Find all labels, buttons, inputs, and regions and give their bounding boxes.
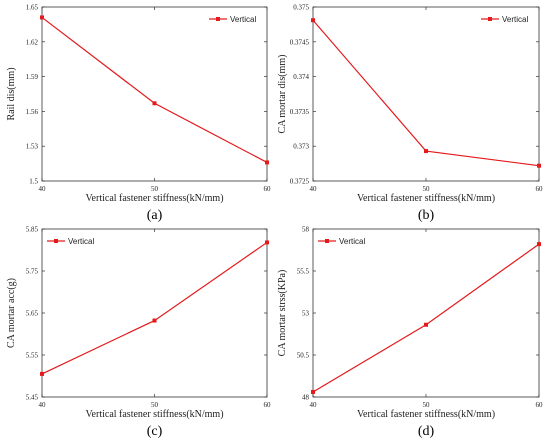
y-tick-label: 1.56 xyxy=(26,108,39,116)
data-point-marker xyxy=(152,318,157,323)
data-point-marker xyxy=(311,18,315,23)
x-tick-label: 60 xyxy=(536,185,544,193)
y-tick-label: 0.374 xyxy=(293,73,309,81)
y-tick-label: 0.3745 xyxy=(290,38,310,46)
y-tick-label: 0.375 xyxy=(293,4,309,12)
data-point-marker xyxy=(265,160,269,165)
x-tick-label: 60 xyxy=(264,401,272,409)
y-tick-label: 1.62 xyxy=(26,38,39,46)
legend-marker xyxy=(325,239,329,243)
y-tick-label: 55.5 xyxy=(297,268,310,276)
y-tick-label: 5.65 xyxy=(26,310,39,318)
y-tick-label: 50.5 xyxy=(297,352,310,360)
data-point-marker xyxy=(424,322,428,327)
x-tick-label: 40 xyxy=(39,185,47,193)
plot-frame xyxy=(312,6,540,182)
data-point-marker xyxy=(152,101,157,106)
chart-panel-2: 0.3725 0.373 0.3735 0.374 0.3745 0.375 40 50 60 V… xyxy=(277,4,543,224)
chart-panel-4: 48 50.5 53 55.5 58 40 50 60 Vertical fastener st… xyxy=(277,226,543,440)
x-tick-label: 50 xyxy=(151,401,159,409)
x-tick-label: 60 xyxy=(264,185,272,193)
y-tick-label: 1.59 xyxy=(26,73,39,81)
legend-label: Vertical xyxy=(502,15,528,24)
panel-label: (b) xyxy=(418,208,435,223)
y-tick-label: 0.3725 xyxy=(290,178,310,186)
y-tick-label: 0.373 xyxy=(293,143,309,151)
legend-label: Vertical xyxy=(230,15,256,24)
legend-marker xyxy=(216,17,220,21)
series-line-vertical xyxy=(312,243,540,393)
y-tick-label: 0.3735 xyxy=(290,108,310,116)
x-axis-label: Vertical fastener stiffness(kN/mm) xyxy=(85,193,223,204)
series-line-vertical xyxy=(312,19,540,167)
legend-marker xyxy=(54,239,58,243)
y-axis-label: Rail dis(mm) xyxy=(6,67,17,120)
y-tick-label: 48 xyxy=(302,394,310,402)
chart-panel-3: 5.45 5.55 5.65 5.75 5.85 40 50 60 Vertical faste… xyxy=(6,226,271,440)
plot-frame xyxy=(41,228,268,398)
data-point-marker xyxy=(40,371,44,376)
x-tick-label: 40 xyxy=(310,185,318,193)
legend-label: Vertical xyxy=(68,237,94,246)
y-tick-label: 58 xyxy=(302,226,310,234)
data-point-marker xyxy=(424,149,428,154)
x-tick-label: 60 xyxy=(536,401,544,409)
legend-marker xyxy=(488,17,492,21)
x-axis-label: Vertical fastener stiffness(kN/mm) xyxy=(357,409,495,420)
x-tick-label: 50 xyxy=(151,185,159,193)
y-axis-label: CA mortar strss(KPa) xyxy=(277,270,288,357)
data-point-marker xyxy=(537,242,541,247)
x-tick-label: 40 xyxy=(39,401,47,409)
plot-frame xyxy=(41,6,268,182)
y-tick-label: 1.5 xyxy=(29,178,38,186)
y-axis-label: CA mortar acc(g) xyxy=(6,278,17,348)
y-axis-label: CA mortar dis(mm) xyxy=(277,55,288,134)
x-axis-label: Vertical fastener stiffness(kN/mm) xyxy=(85,409,223,420)
x-tick-label: 40 xyxy=(310,401,318,409)
y-tick-label: 5.55 xyxy=(26,352,39,360)
data-point-marker xyxy=(265,240,269,245)
y-tick-label: 53 xyxy=(302,310,310,318)
series-line-vertical xyxy=(41,241,268,375)
y-tick-label: 1.65 xyxy=(26,4,39,12)
chart-panel-1: 1.5 1.53 1.56 1.59 1.62 1.65 40 50 60 Vertical fa… xyxy=(6,4,271,224)
y-tick-label: 5.75 xyxy=(26,268,39,276)
y-tick-label: 5.85 xyxy=(26,226,39,234)
y-tick-label: 5.45 xyxy=(26,394,39,402)
data-point-marker xyxy=(40,15,44,20)
x-axis-label: Vertical fastener stiffness(kN/mm) xyxy=(357,193,495,204)
data-point-marker xyxy=(311,389,315,394)
panel-label: (d) xyxy=(418,424,435,439)
x-tick-label: 50 xyxy=(423,185,431,193)
panel-label: (a) xyxy=(147,208,163,223)
x-tick-label: 50 xyxy=(423,401,431,409)
y-tick-label: 1.53 xyxy=(26,143,39,151)
legend-label: Vertical xyxy=(339,237,365,246)
panel-label: (c) xyxy=(147,424,163,439)
series-line-vertical xyxy=(41,16,268,163)
data-point-marker xyxy=(537,163,541,168)
